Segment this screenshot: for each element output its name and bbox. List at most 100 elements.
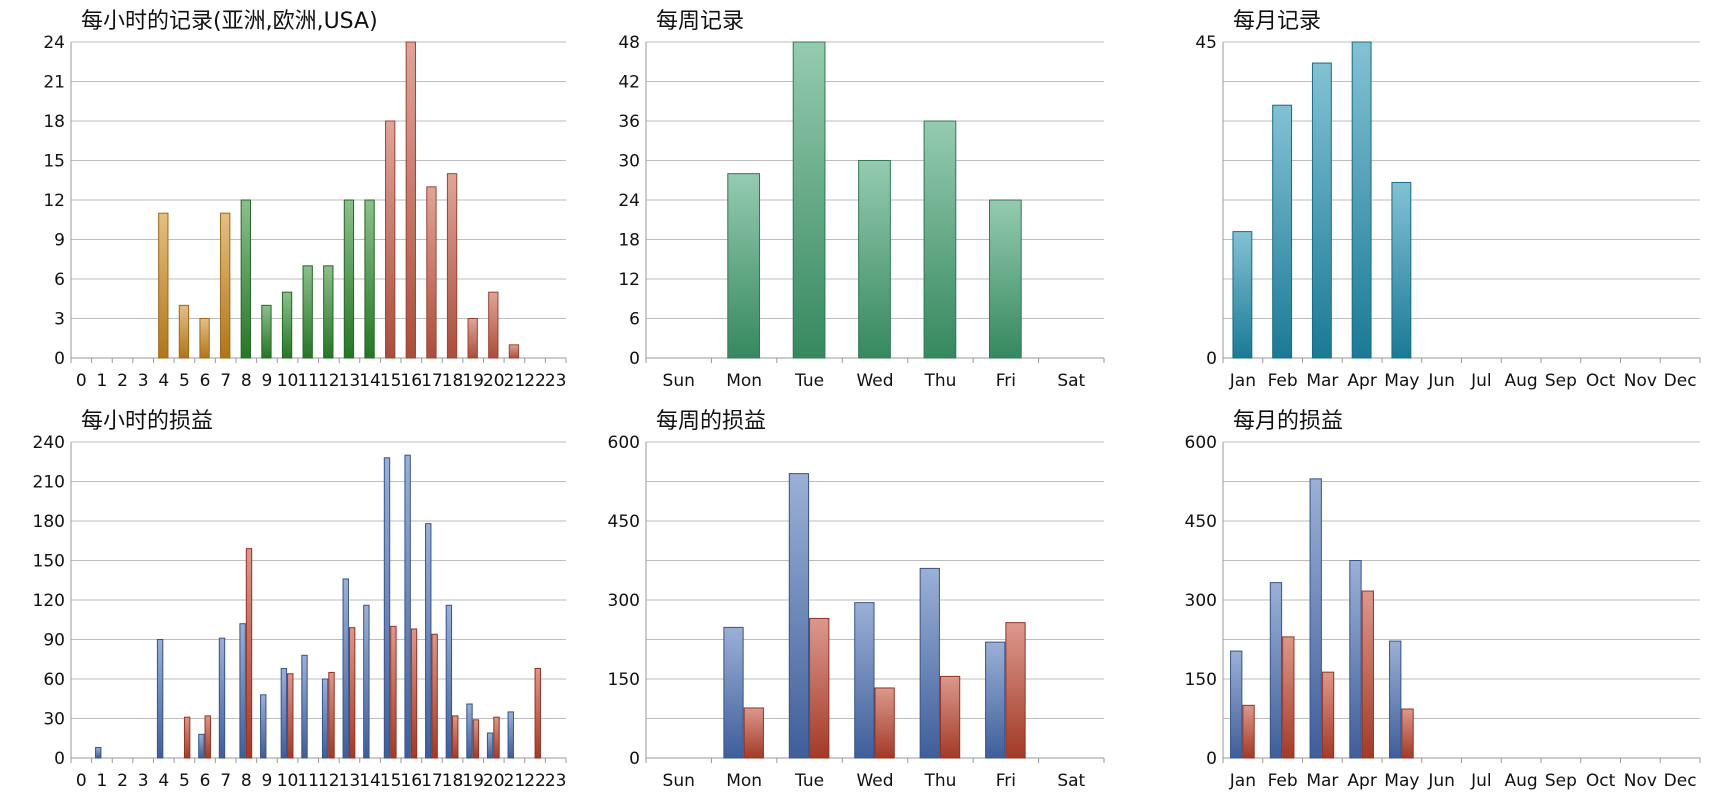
x-tick-label: 6 — [200, 371, 211, 391]
bar — [467, 318, 478, 359]
bar — [425, 523, 432, 759]
y-tick-label: 240 — [33, 433, 65, 453]
chart-2: 每周记录 0 6 12 18 24 30 36 42 48 Sun Mon Tue Wed Thu Fri Sa… — [618, 9, 1105, 391]
bar — [405, 41, 416, 359]
bar — [404, 454, 411, 759]
y-tick-label: 60 — [43, 670, 65, 690]
x-tick-label: 22 — [524, 771, 546, 791]
y-tick-label: 24 — [618, 191, 640, 211]
x-tick-label: 10 — [277, 771, 299, 791]
x-tick-label: 9 — [262, 371, 273, 391]
bar — [727, 173, 760, 359]
x-tick-label: Jun — [1427, 371, 1455, 391]
bar — [508, 344, 520, 359]
bar — [1389, 640, 1402, 759]
x-tick-label: Sun — [663, 771, 695, 791]
bar — [1282, 636, 1295, 759]
x-tick-label: Apr — [1347, 771, 1376, 791]
y-tick-label: 120 — [33, 591, 65, 611]
x-tick-label: Dec — [1664, 771, 1697, 791]
y-tick-label: 12 — [618, 270, 640, 290]
x-tick-label: May — [1384, 771, 1419, 791]
bar — [261, 304, 272, 359]
bar — [328, 671, 335, 759]
x-tick-label: 3 — [138, 771, 149, 791]
chart-title: 每小时的记录(亚洲,欧洲,USA) — [81, 9, 378, 34]
bar — [854, 602, 875, 759]
bar — [923, 120, 957, 359]
bar — [204, 715, 211, 759]
bar — [410, 628, 418, 759]
y-tick-label: 30 — [43, 710, 65, 730]
bar — [220, 212, 231, 359]
x-tick-label: Thu — [923, 371, 956, 391]
bar — [446, 173, 458, 359]
y-tick-label: 0 — [54, 349, 65, 369]
x-tick-label: 7 — [220, 371, 231, 391]
y-tick-label: 90 — [43, 631, 65, 651]
bar — [809, 617, 830, 759]
bar — [156, 639, 164, 759]
x-tick-label: 12 — [318, 371, 340, 391]
bar — [323, 265, 334, 359]
x-tick-label: 8 — [241, 771, 252, 791]
x-tick-label: 20 — [483, 771, 505, 791]
x-tick-label: 19 — [462, 371, 484, 391]
bar — [788, 473, 810, 759]
x-tick-label: Mar — [1306, 771, 1338, 791]
x-tick-label: 15 — [380, 771, 402, 791]
bar — [342, 578, 349, 759]
x-tick-label: 14 — [359, 371, 381, 391]
bar — [858, 160, 891, 359]
x-tick-label: 6 — [200, 771, 211, 791]
bar — [343, 199, 355, 359]
x-tick-label: Mon — [726, 371, 762, 391]
bar — [1230, 650, 1243, 759]
bar — [985, 641, 1006, 759]
bar — [245, 548, 253, 759]
x-tick-label: Sat — [1057, 771, 1085, 791]
x-tick-label: 8 — [241, 371, 252, 391]
x-tick-label: 13 — [339, 771, 361, 791]
bar — [466, 703, 473, 759]
y-tick-label: 150 — [608, 670, 640, 690]
bar — [426, 186, 437, 359]
y-tick-label: 450 — [1185, 512, 1217, 532]
y-tick-label: 12 — [43, 191, 65, 211]
y-tick-label: 9 — [54, 231, 65, 251]
x-tick-label: Wed — [856, 771, 893, 791]
x-tick-label: Wed — [856, 371, 893, 391]
x-tick-label: Thu — [923, 771, 956, 791]
x-tick-label: 4 — [158, 371, 169, 391]
bar — [445, 604, 453, 759]
y-tick-label: 0 — [54, 749, 65, 769]
chart-title: 每小时的损益 — [81, 409, 213, 434]
x-tick-label: Tue — [794, 371, 824, 391]
x-tick-label: Apr — [1347, 371, 1376, 391]
y-tick-label: 21 — [43, 73, 65, 93]
y-tick-label: 48 — [618, 33, 640, 53]
x-tick-label: Sat — [1057, 371, 1085, 391]
bar — [1401, 708, 1414, 759]
x-tick-label: Oct — [1586, 371, 1616, 391]
bar — [1311, 62, 1332, 359]
bar — [218, 637, 226, 759]
x-tick-label: 20 — [483, 371, 505, 391]
bar — [723, 626, 744, 759]
bar — [431, 633, 438, 759]
x-tick-label: Fri — [996, 371, 1016, 391]
bar — [989, 199, 1022, 359]
bar — [301, 654, 308, 759]
bar — [364, 199, 375, 359]
bar — [178, 304, 190, 359]
y-tick-label: 30 — [618, 152, 640, 172]
x-tick-label: 17 — [421, 771, 443, 791]
y-tick-label: 150 — [1185, 670, 1217, 690]
x-tick-label: Nov — [1624, 371, 1657, 391]
chart-title: 每周记录 — [656, 9, 744, 34]
chart-3: 每月记录 0 45 Jan Feb Mar Apr May Jun Jul Aug Sep Oct Nov… — [1195, 9, 1701, 391]
bar — [486, 732, 494, 759]
y-tick-label: 0 — [629, 749, 640, 769]
